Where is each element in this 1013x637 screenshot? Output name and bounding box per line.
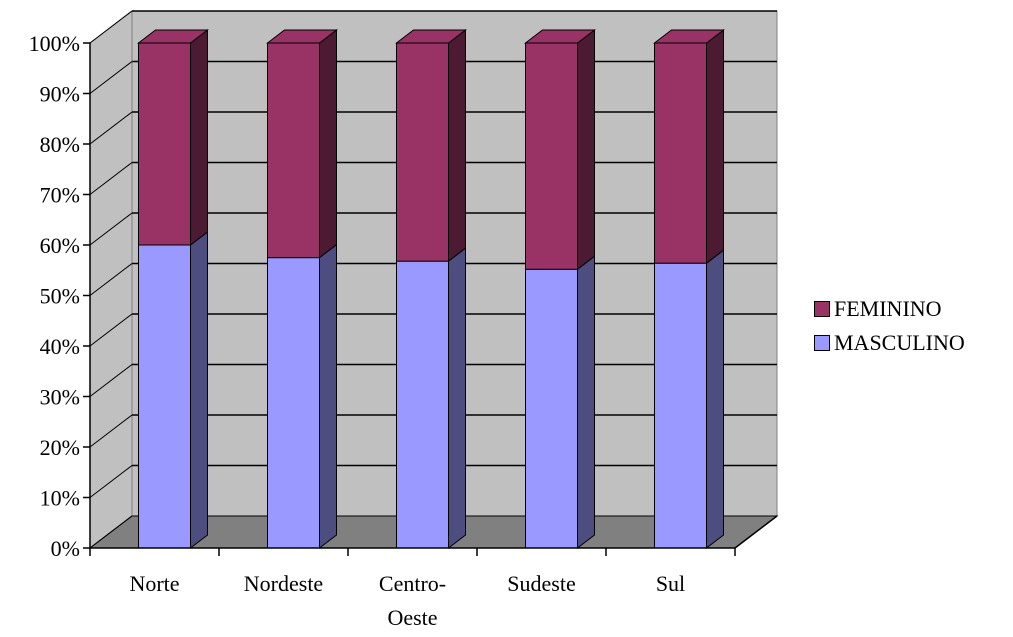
y-tick-label: 20% [40,435,80,460]
bar-centro-oeste-masculino [396,260,449,549]
bar-centro-oeste-feminino [396,42,449,262]
y-tick-label: 90% [40,82,80,107]
x-tick-label: Sudeste [507,571,575,596]
y-tick-label: 0% [51,536,80,561]
x-tick-label: Sul [656,571,685,596]
y-tick-labels: 0% 10% 20% 30% 40% 50% 60% 70% 80% 90% 100% [29,31,80,561]
bar-sul-masculino [654,262,707,549]
legend: FEMININO MASCULINO [814,292,965,360]
y-tick-label: 100% [29,31,80,56]
y-tick-label: 30% [40,385,80,410]
legend-label-feminino: FEMININO [834,296,942,321]
x-tick-labels: Norte Nordeste Centro- Oeste Sudeste Sul [129,571,685,630]
gridline-side [89,61,133,94]
bar-sul-feminino [654,42,707,264]
x-tick-label: Centro- [379,571,446,596]
legend-item-feminino: FEMININO [814,292,965,326]
bar-nordeste-feminino [267,42,320,259]
bar-norte-feminino [138,42,191,246]
gridline-side [89,364,133,397]
bar-centro-oeste-masculino-side [448,247,466,550]
gridline-side [89,313,133,347]
bar-sul-masculino-side [706,249,724,550]
y-tick-label: 70% [40,183,80,208]
x-tick-label: Oeste [387,605,437,630]
bar-norte-feminino-side [190,28,208,247]
x-tick-label: Nordeste [244,571,323,596]
bar-sudeste-feminino [525,42,578,270]
floor-edge-right [734,515,778,549]
gridline-side [89,465,133,498]
legend-label-masculino: MASCULINO [834,330,965,355]
gridline-side [89,10,133,44]
bar-nordeste-feminino-side [319,28,337,259]
bar-sudeste-feminino-top [524,29,596,44]
bar-sudeste-feminino-side [577,28,595,271]
gridline-side [89,414,133,448]
bar-norte-masculino [138,244,191,549]
bar-nordeste-feminino-top [266,29,338,44]
gridline-side [89,212,133,246]
y-tick-label: 40% [40,334,80,359]
bar-centro-oeste-feminino-top [395,29,467,44]
bar-nordeste-masculino [267,257,320,549]
x-tick-label: Norte [129,571,179,596]
y-tick-label: 80% [40,132,80,157]
gridline-side [89,111,133,145]
bar-sul-feminino-side [706,28,724,265]
bar-sudeste-masculino [525,268,578,549]
legend-item-masculino: MASCULINO [814,326,965,360]
bar-sudeste-masculino-side [577,255,595,550]
gridline-side [89,515,133,549]
bar-centro-oeste-feminino-side [448,28,466,263]
y-tick-label: 10% [40,486,80,511]
gridline-side [89,263,133,296]
y-tick-label: 50% [40,284,80,309]
bars-group [137,28,725,550]
gridline-side [89,162,133,195]
legend-swatch-feminino [814,301,830,317]
bar-nordeste-masculino-side [319,243,337,550]
bar-norte-masculino-side [190,230,208,550]
axes [83,42,778,556]
legend-swatch-masculino [814,335,830,351]
bar-sul-feminino-top [653,29,725,44]
bar-norte-feminino-top [137,29,209,44]
y-tick-label: 60% [40,233,80,258]
